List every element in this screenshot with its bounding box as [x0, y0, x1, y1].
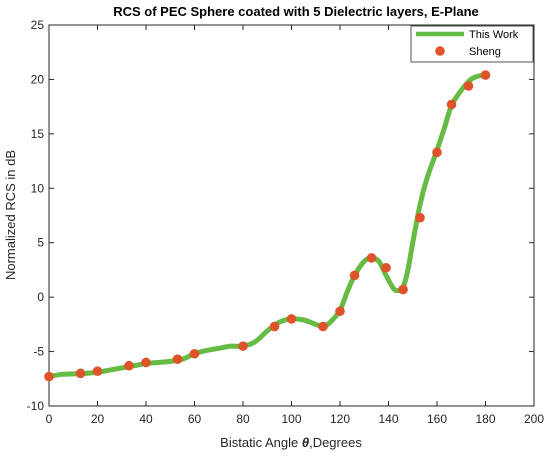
data-point-sheng: [335, 306, 345, 317]
x-tick-label: 200: [524, 412, 544, 426]
y-tick-label: 15: [31, 127, 45, 141]
data-point-sheng: [92, 366, 103, 376]
x-tick-label: 120: [330, 412, 350, 426]
data-point-sheng: [44, 371, 54, 382]
y-tick-label: 0: [37, 290, 44, 304]
data-point-sheng: [75, 368, 86, 379]
data-point-sheng: [480, 70, 491, 80]
data-point-sheng: [318, 321, 328, 332]
data-point-sheng: [398, 284, 408, 295]
x-axis-label: Bistatic Angle θ,Degrees: [220, 435, 362, 450]
data-point-sheng: [432, 147, 442, 158]
y-tick-label: 5: [37, 236, 44, 250]
x-tick-label: 140: [378, 412, 398, 426]
data-point-sheng: [172, 354, 183, 364]
data-point-sheng: [189, 348, 200, 359]
plot-area: [48, 24, 535, 407]
data-point-sheng: [381, 262, 391, 273]
data-point-sheng: [366, 253, 377, 263]
y-axis-label: Normalized RCS in dB: [3, 150, 18, 280]
marker-layer: [44, 70, 491, 382]
x-tick-label: 60: [188, 412, 202, 426]
x-axis-ticks: 0 20 40 60 80 100 120 140 160 180 200: [46, 25, 544, 426]
chart-title: RCS of PEC Sphere coated with 5 Dielectr…: [113, 4, 479, 19]
legend-label-sheng: Sheng: [469, 46, 501, 58]
y-tick-label: 25: [31, 18, 45, 32]
data-point-sheng: [141, 357, 151, 368]
legend-swatch-sheng: [435, 46, 445, 56]
data-point-sheng: [238, 341, 248, 351]
data-point-sheng: [349, 270, 360, 281]
x-tick-label: 160: [427, 412, 447, 426]
data-point-sheng: [269, 321, 280, 332]
x-tick-label: 100: [281, 412, 301, 426]
y-axis-ticks: -10 -5 0 5 10 15 20 25: [27, 18, 534, 413]
data-point-sheng: [415, 212, 425, 223]
legend: This Work Sheng: [410, 25, 534, 63]
y-tick-label: 10: [31, 181, 45, 195]
x-tick-label: 40: [139, 412, 153, 426]
x-tick-label: 80: [236, 412, 250, 426]
x-tick-label: 20: [91, 412, 105, 426]
y-tick-label: -5: [33, 345, 44, 359]
y-tick-label: 20: [31, 72, 45, 86]
y-tick-label: -10: [27, 399, 45, 413]
x-tick-label: 180: [475, 412, 495, 426]
data-point-sheng: [286, 314, 297, 324]
data-point-sheng: [446, 99, 457, 110]
legend-label-this-work: This Work: [469, 29, 519, 41]
x-tick-label: 0: [46, 412, 53, 426]
data-point-sheng: [463, 81, 474, 91]
data-point-sheng: [124, 360, 134, 371]
